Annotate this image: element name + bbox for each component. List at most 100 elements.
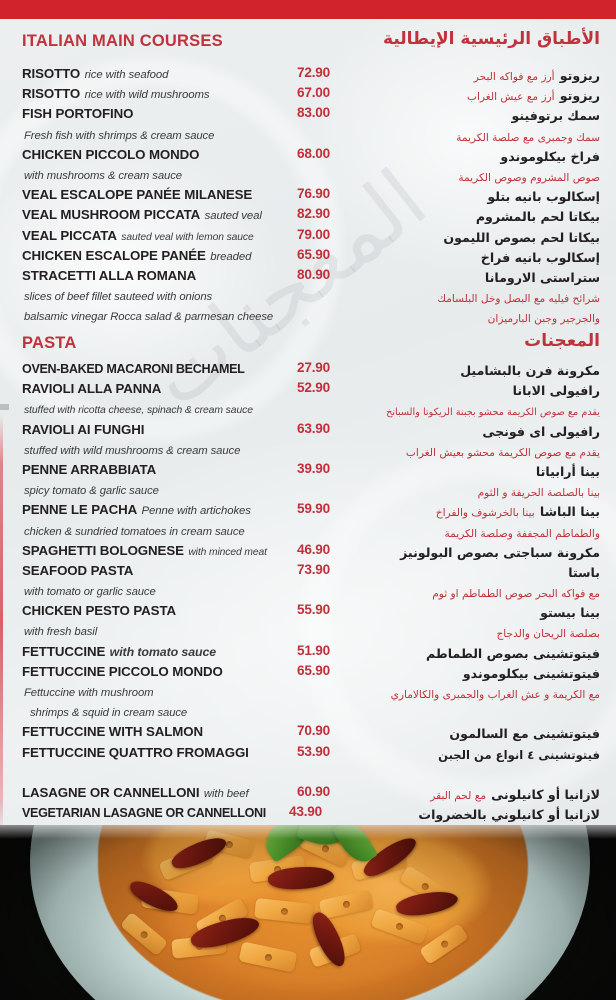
menu-item[interactable]: SEAFOOD PASTA 73.90 bbox=[0, 562, 336, 582]
item-sub-ar: أرز مع عيش الغراب bbox=[466, 91, 555, 104]
description-text-ar: بينا بالصلصة الحريفة و الثوم bbox=[477, 487, 600, 500]
menu-item[interactable]: PENNE ARRABBIATA 39.90 bbox=[0, 461, 336, 481]
menu-item-description-arabic: يقدم مع صوص الكريمة محشو بجبنة الريكوتا … bbox=[336, 400, 616, 420]
menu-item-description-arabic: سمك وجمبرى مع صلصة الكريمة bbox=[336, 126, 616, 146]
description-text-ar: يقدم مع صوص الكريمة محشو بجبنة الريكوتا … bbox=[386, 407, 600, 419]
menu-item-arabic[interactable]: بينا الباشا بينا بالخرشوف والفراخ bbox=[336, 501, 616, 521]
item-name-ar: لازانيا أو كانيلونى bbox=[491, 786, 600, 802]
pasta-header: PASTA المعجنات bbox=[0, 328, 616, 360]
item-name-ar: بينا الباشا bbox=[539, 504, 600, 520]
item-sub: sauted veal with lemon sauce bbox=[121, 231, 254, 243]
menu-item-description-arabic: بصلصة الريحان والدجاج bbox=[336, 622, 616, 642]
menu-item-arabic[interactable]: سمك برتوفينو bbox=[336, 105, 616, 125]
item-price: 63.90 bbox=[296, 420, 330, 436]
pasta-title-ar: المعجنات bbox=[524, 331, 600, 351]
item-price: 80.90 bbox=[296, 266, 330, 282]
menu-item[interactable]: VEAL PICCATA sauted veal with lemon sauc… bbox=[0, 227, 336, 247]
item-price: 60.90 bbox=[296, 783, 330, 799]
row-spacer bbox=[336, 764, 616, 784]
item-name: FISH PORTOFINO bbox=[22, 106, 134, 122]
menu-item[interactable]: FETTUCCINE QUATTRO FROMAGGI 53.90 bbox=[0, 744, 336, 764]
description-text-ar: شرائح فيليه مع البصل وخل البلسامك bbox=[437, 293, 600, 306]
menu-item-description: spicy tomato & garlic sauce bbox=[0, 481, 336, 501]
menu-item[interactable]: RAVIOLI ALLA PANNA 52.90 bbox=[0, 380, 336, 400]
menu-item[interactable]: VEAL ESCALOPE PANÉE MILANESE 76.90 bbox=[0, 186, 336, 206]
menu-item-description-arabic: والجرجير وجبن البارميزان bbox=[336, 307, 616, 327]
item-name: CHICKEN PESTO PASTA bbox=[22, 603, 176, 619]
section-italian-main-courses: ITALIAN MAIN COURSES الأطباق الرئيسية ال… bbox=[0, 19, 616, 328]
menu-item[interactable]: FETTUCCINE PICCOLO MONDO 65.90 bbox=[0, 663, 336, 683]
item-name-ar: رافيولى اى فونجى bbox=[482, 423, 600, 439]
row-spacer bbox=[0, 764, 336, 784]
description-text-ar: سمك وجمبرى مع صلصة الكريمة bbox=[456, 131, 600, 144]
menu-item[interactable]: RAVIOLI AI FUNGHI 63.90 bbox=[0, 421, 336, 441]
menu-item-arabic[interactable]: بينا بيستو bbox=[336, 602, 616, 622]
menu-item[interactable]: RISOTTO rice with seafood 72.90 bbox=[0, 65, 336, 85]
item-name-ar: لازانيا أو كانيلوني بالخضروات bbox=[418, 807, 600, 823]
item-name: PENNE ARRABBIATA bbox=[22, 461, 157, 477]
menu-item-arabic[interactable]: ريزوتو أرز مع فواكه البحر bbox=[336, 65, 616, 85]
menu-item-arabic[interactable]: لازانيا أو كانيلونى مع لحم البقر bbox=[336, 784, 616, 804]
main-courses-header: ITALIAN MAIN COURSES الأطباق الرئيسية ال… bbox=[0, 19, 616, 65]
menu-item[interactable]: RISOTTO rice with wild mushrooms 67.00 bbox=[0, 85, 336, 105]
item-name: RAVIOLI ALLA PANNA bbox=[22, 381, 162, 397]
menu-item[interactable]: VEAL MUSHROOM PICCATA sauted veal 82.90 bbox=[0, 206, 336, 226]
menu-item[interactable]: FISH PORTOFINO 83.00 bbox=[0, 105, 336, 125]
menu-item[interactable]: FETTUCCINE WITH SALMON 70.90 bbox=[0, 723, 336, 743]
menu-item[interactable]: CHICKEN ESCALOPE PANÉE breaded 65.90 bbox=[0, 247, 336, 267]
description-text: with mushrooms & cream sauce bbox=[24, 169, 182, 182]
item-name-ar: ستراستى الارومانا bbox=[484, 269, 600, 285]
menu-item-arabic[interactable]: فراخ بيكلوموندو bbox=[336, 146, 616, 166]
menu-item[interactable]: PENNE LE PACHA Penne with artichokes 59.9… bbox=[0, 501, 336, 521]
menu-item[interactable]: CHICKEN PICCOLO MONDO 68.00 bbox=[0, 146, 336, 166]
menu-item[interactable]: CHICKEN PESTO PASTA 55.90 bbox=[0, 602, 336, 622]
item-sub: sauted veal bbox=[204, 210, 262, 223]
menu-item-arabic[interactable]: بينا أرابياتا bbox=[336, 461, 616, 481]
menu-item-description: Fettuccine with mushroom bbox=[0, 683, 336, 703]
menu-item-arabic[interactable]: باستا bbox=[336, 562, 616, 582]
menu-item-description-arabic: والطماطم المجففة وصلصة الكريمة bbox=[336, 522, 616, 542]
menu-item-arabic[interactable]: إسكالوب بانيه بتلو bbox=[336, 186, 616, 206]
menu-item[interactable]: STRACETTI ALLA ROMANA 80.90 bbox=[0, 267, 336, 287]
item-name-ar: إسكالوب بانيه فراخ bbox=[480, 249, 600, 265]
item-price: 65.90 bbox=[296, 246, 330, 262]
menu-item-arabic[interactable]: ستراستى الارومانا bbox=[336, 267, 616, 287]
item-name: SPAGHETTI BOLOGNESE bbox=[22, 542, 184, 558]
menu-item-arabic[interactable]: إسكالوب بانيه فراخ bbox=[336, 247, 616, 267]
menu-item-arabic[interactable]: مكرونة سباجتى بصوص البولونيز bbox=[336, 542, 616, 562]
menu-item[interactable]: FETTUCCINE with tomato sauce 51.90 bbox=[0, 643, 336, 663]
menu-item-arabic[interactable]: بيكاتا لحم بصوص الليمون bbox=[336, 227, 616, 247]
menu-item-arabic[interactable]: رافيولى الابانا bbox=[336, 380, 616, 400]
item-name: RAVIOLI AI FUNGHI bbox=[22, 421, 145, 437]
menu-item-description: shrimps & squid in cream sauce bbox=[0, 703, 336, 723]
menu-item[interactable]: SPAGHETTI BOLOGNESE with minced meat 46.9… bbox=[0, 542, 336, 562]
item-name-ar: بينا أرابياتا bbox=[535, 463, 600, 479]
menu-item-arabic[interactable]: رافيولى اى فونجى bbox=[336, 421, 616, 441]
description-text-ar: صوص المشروم وصوص الكريمة bbox=[458, 171, 600, 184]
item-price: 53.90 bbox=[296, 743, 330, 759]
item-name-ar: باستا bbox=[568, 564, 600, 580]
item-name: PENNE LE PACHA bbox=[22, 502, 138, 518]
description-text-ar: مع الكريمة و عش الغراب والجمبرى والكالام… bbox=[390, 689, 600, 701]
menu-item-arabic[interactable]: بيكاتا لحم بالمشروم bbox=[336, 206, 616, 226]
menu-item[interactable]: OVEN-BAKED MACARONI BECHAMEL 27.90 bbox=[0, 360, 336, 380]
description-text: stuffed with ricotta cheese, spinach & c… bbox=[24, 405, 253, 417]
item-price: 39.90 bbox=[296, 460, 330, 476]
menu-item-arabic[interactable]: فيتوتشينى مع السالمون bbox=[336, 723, 616, 743]
menu-item-arabic[interactable]: مكرونة فرن بالبشاميل bbox=[336, 360, 616, 380]
item-price: 43.90 bbox=[288, 804, 322, 820]
item-price: 70.90 bbox=[296, 723, 330, 739]
menu-item-arabic[interactable]: ريزوتو أرز مع عيش الغراب bbox=[336, 85, 616, 105]
menu-item[interactable]: VEGETARIAN LASAGNE OR CANNELLONI 43.90 bbox=[0, 804, 336, 824]
description-text: chicken & sundried tomatoes in cream sau… bbox=[24, 525, 245, 538]
menu-item[interactable]: LASAGNE OR CANNELLONI with beef 60.90 bbox=[0, 784, 336, 804]
menu-item-arabic[interactable]: فيتوتشينى ٤ انواع من الجبن bbox=[336, 744, 616, 764]
menu-item-arabic[interactable]: فيتوتشينى بيكلوموندو bbox=[336, 663, 616, 683]
item-name-ar: رافيولى الابانا bbox=[512, 383, 600, 399]
item-name-ar: بينا بيستو bbox=[540, 605, 600, 621]
main-courses-english-column: RISOTTO rice with seafood 72.90 RISOTTO r… bbox=[0, 65, 336, 327]
menu-item-arabic[interactable]: لازانيا أو كانيلوني بالخضروات bbox=[336, 804, 616, 824]
item-name: VEAL MUSHROOM PICCATA bbox=[22, 207, 201, 223]
item-price: 27.90 bbox=[296, 360, 330, 375]
menu-item-arabic[interactable]: فيتوتشينى بصوص الطماطم bbox=[336, 643, 616, 663]
